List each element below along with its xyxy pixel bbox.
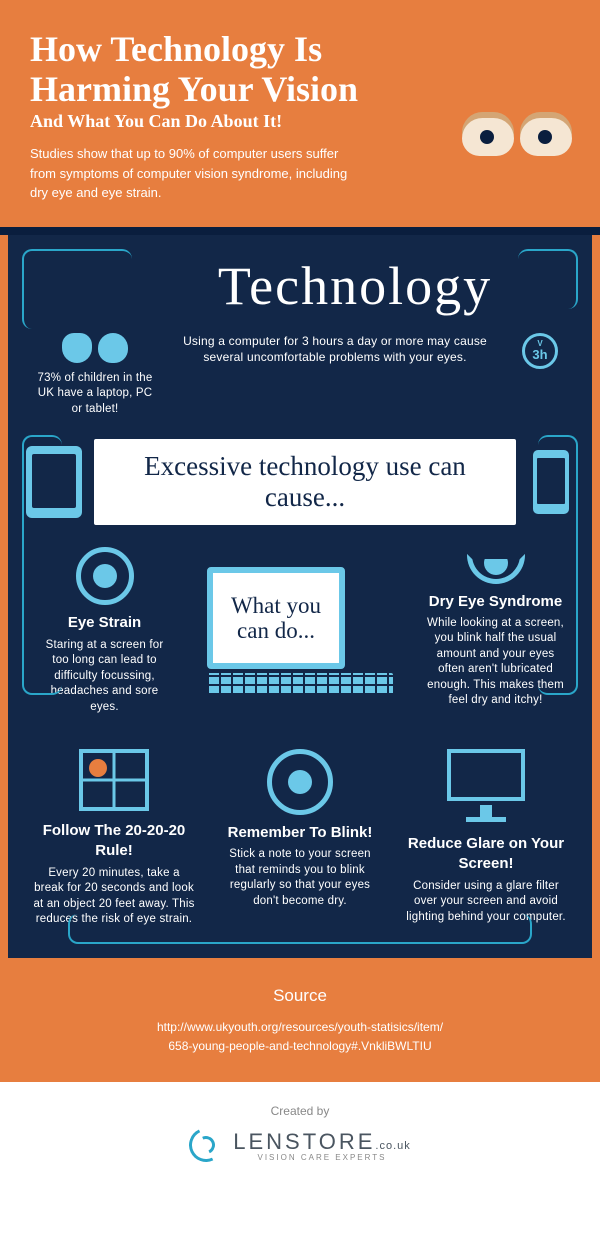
stats-row: 73% of children in the UK have a laptop,… (24, 323, 576, 428)
lens-swirl-icon (184, 1123, 228, 1167)
stat-children: 73% of children in the UK have a laptop,… (30, 329, 160, 422)
footer: Created by LENSTORE.co.uk VISION CARE EX… (0, 1082, 600, 1196)
header: How Technology Is Harming Your Vision An… (0, 0, 600, 235)
monitor-icon (447, 749, 525, 801)
cause-banner: Excessive technology use can cause... (94, 439, 516, 525)
section-title: Technology (134, 255, 576, 317)
causes-row: Eye Strain Staring at a screen for too l… (24, 537, 576, 725)
tips-row: Follow The 20-20-20 Rule! Every 20 minut… (24, 745, 576, 932)
title-line-1: How Technology Is (30, 30, 570, 70)
tip-glare: Reduce Glare on Your Screen! Consider us… (398, 745, 574, 932)
source-label: Source (20, 986, 580, 1006)
title-line-2: Harming Your Vision (30, 70, 570, 110)
cause-band-row: Excessive technology use can cause... (24, 427, 576, 537)
phone-icon (533, 450, 569, 514)
source-block: Source http://www.ukyouth.org/resources/… (0, 966, 600, 1082)
eye-icon (267, 749, 333, 815)
source-url-2: 658-young-people-and-technology#.VnkliBW… (20, 1037, 580, 1056)
window-icon (79, 749, 149, 811)
half-eye-icon (467, 554, 525, 584)
keyboard-icon (207, 673, 393, 695)
eye-icon (76, 547, 134, 605)
laptop-cta: What you can do... (207, 567, 393, 695)
children-icon (36, 333, 154, 363)
cta-box: What you can do... (207, 567, 345, 669)
cause-eye-strain: Eye Strain Staring at a screen for too l… (30, 543, 179, 719)
source-url-1: http://www.ukyouth.org/resources/youth-s… (20, 1018, 580, 1037)
lede-text: Studies show that up to 90% of computer … (30, 144, 360, 203)
brand-logo: LENSTORE.co.uk VISION CARE EXPERTS (0, 1128, 600, 1162)
wire-decor (22, 249, 132, 329)
main-panel: Technology 73% of children in the UK hav… (0, 235, 600, 966)
brand-name: LENSTORE.co.uk (233, 1129, 411, 1155)
clock-icon: V3h (510, 329, 570, 379)
stat-hours: Using a computer for 3 hours a day or mo… (174, 329, 496, 369)
tip-20-20-20: Follow The 20-20-20 Rule! Every 20 minut… (26, 745, 202, 932)
tablet-icon (26, 446, 82, 518)
brand-tagline: VISION CARE EXPERTS (233, 1153, 411, 1162)
infographic-root: How Technology Is Harming Your Vision An… (0, 0, 600, 1196)
cause-dry-eye: Dry Eye Syndrome While looking at a scre… (421, 550, 570, 713)
tip-blink: Remember To Blink! Stick a note to your … (212, 745, 388, 932)
created-by-label: Created by (0, 1104, 600, 1118)
tired-eyes-icon (462, 118, 572, 156)
